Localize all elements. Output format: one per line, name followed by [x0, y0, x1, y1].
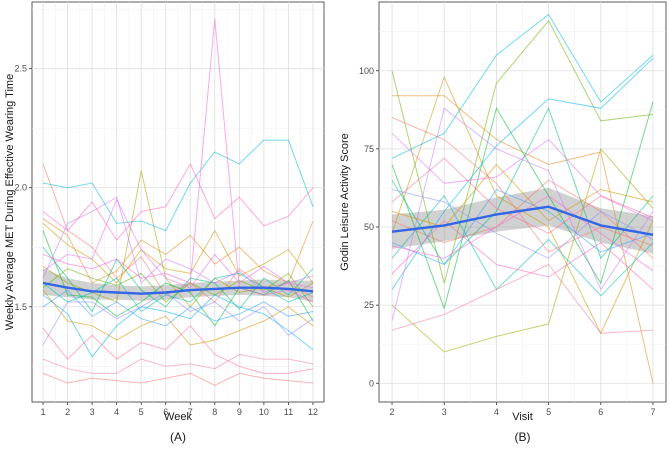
x-tick-label: 6: [163, 407, 168, 417]
x-tick-label: 12: [308, 407, 318, 417]
panel-a-x-axis-title: Week: [164, 411, 192, 423]
series-line-P16: [42, 162, 314, 241]
series-line-P8: [42, 272, 314, 313]
y-tick-label: 2.0: [14, 183, 27, 193]
series-line-P9: [42, 139, 314, 232]
series-line-Q8: [391, 194, 654, 297]
confidence-band: [43, 268, 313, 302]
smooth-line: [391, 205, 654, 236]
series-line-P11: [42, 289, 314, 327]
series-line-P15: [42, 18, 314, 303]
smooth-line: [42, 281, 314, 295]
panel-b-plot: 0 25 50 75 100 2 3 4 5 6 7 Visit Godin Leisure Act…: [339, 1, 667, 444]
x-tick-label: 8: [212, 407, 217, 417]
series-line-Q4: [391, 147, 654, 353]
y-tick-label: 2.5: [14, 64, 27, 74]
y-tick-label: 100: [359, 66, 374, 76]
x-tick-label: 11: [284, 407, 293, 417]
series-line-P20: [42, 289, 314, 346]
series-line-P18: [42, 372, 314, 386]
panel-b-series: [391, 13, 654, 384]
series-line-Q17: [391, 157, 654, 234]
series-line-Q11: [391, 188, 654, 266]
series-line-P10: [42, 294, 314, 358]
series-line-P2: [42, 218, 314, 284]
series-line-Q5: [391, 19, 654, 284]
series-line-P12: [42, 291, 314, 346]
series-line-Q13: [391, 107, 654, 321]
panel-a-plot: 1.52.02.51 2 3 4 5 6 7 8 9 10 11 12 Week Weekly Ave…: [4, 1, 325, 444]
x-tick-label: 5: [546, 407, 551, 417]
panel-b-axes: 0 25 50 75 100 2 3 4 5 6 7: [359, 66, 655, 417]
x-tick-label: 4: [494, 407, 499, 417]
x-tick-label: 10: [259, 407, 269, 417]
x-tick-label: 2: [65, 407, 70, 417]
y-tick-label: 1.5: [14, 302, 27, 312]
series-line-Q12: [391, 189, 654, 259]
y-tick-label: 0: [369, 378, 374, 388]
series-line-Q18: [391, 117, 654, 253]
series-line-P14: [42, 198, 314, 289]
x-tick-label: 3: [90, 407, 95, 417]
x-tick-label: 2: [390, 407, 395, 417]
y-tick-label: 25: [364, 300, 374, 310]
series-line-Q9: [391, 13, 654, 159]
series-line-Q20: [391, 163, 654, 228]
panel-b-x-axis-title: Visit: [512, 411, 533, 423]
series-line-P6: [42, 230, 314, 327]
x-tick-label: 3: [442, 407, 447, 417]
panel-b-label: (B): [515, 430, 531, 444]
y-tick-label: 50: [364, 222, 374, 232]
panel-a-confidence-band: [43, 268, 313, 302]
x-tick-label: 1: [41, 407, 46, 417]
panel-b-y-axis-title: Godin Leisure Activity Score: [339, 133, 351, 271]
x-tick-label: 7: [188, 407, 193, 417]
x-tick-label: 6: [598, 407, 603, 417]
series-line-Q6: [391, 101, 654, 310]
panel-a-y-axis-title: Weekly Average MET During Effective Wear…: [4, 74, 16, 330]
x-tick-label: 5: [139, 407, 144, 417]
x-tick-label: 4: [114, 407, 119, 417]
panel-a-label: (A): [170, 430, 186, 444]
series-line-P3: [42, 223, 314, 284]
x-tick-label: 9: [237, 407, 242, 417]
series-line-P19: [42, 353, 314, 374]
panel-b-smooth: [391, 205, 654, 236]
series-line-Q19: [391, 263, 654, 334]
series-line-Q16: [391, 220, 654, 290]
x-tick-label: 7: [650, 407, 655, 417]
series-line-P17: [42, 325, 314, 374]
panel-a-axes: 1.52.02.51 2 3 4 5 6 7 8 9 10 11 12: [14, 64, 317, 417]
series-line-Q1: [391, 179, 654, 259]
panel-a-smooth: [42, 281, 314, 295]
series-line-P13: [42, 196, 314, 294]
y-tick-label: 75: [364, 144, 374, 154]
